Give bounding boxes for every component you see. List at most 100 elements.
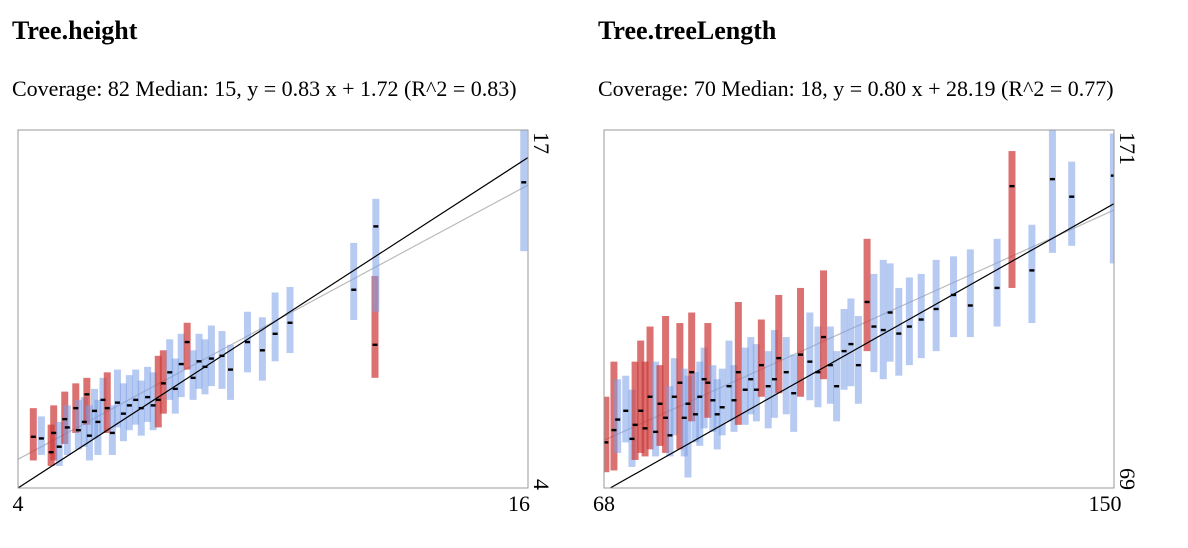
interval-bar-outside xyxy=(103,372,111,433)
interval-bar-outside xyxy=(688,312,696,422)
x-tick-label-max: 16 xyxy=(508,491,530,516)
data-point xyxy=(615,418,621,421)
interval-bar-inside xyxy=(286,286,294,354)
data-point xyxy=(155,398,161,402)
interval-bar-outside xyxy=(159,350,167,414)
interval-bar-outside xyxy=(662,316,670,453)
interval-bar-inside xyxy=(950,256,958,338)
interval-bar-inside xyxy=(847,298,855,387)
data-point xyxy=(178,362,184,366)
interval-bar-inside xyxy=(764,351,772,429)
interval-bar-inside xyxy=(108,405,116,455)
interval-bar-inside xyxy=(207,325,215,387)
interval-bar-inside xyxy=(725,340,733,422)
interval-bar-outside xyxy=(734,301,742,425)
data-point xyxy=(783,370,789,374)
interval-bar-outside xyxy=(656,365,664,446)
interval-bar-inside xyxy=(932,259,940,352)
data-point xyxy=(133,398,139,402)
data-point xyxy=(75,428,81,432)
data-point xyxy=(798,353,804,356)
interval-bar-outside xyxy=(863,238,871,352)
interval-bar-inside xyxy=(782,337,790,415)
data-point xyxy=(848,342,854,346)
interval-bar-outside xyxy=(610,361,618,471)
data-point xyxy=(1029,269,1035,272)
interval-bar-inside xyxy=(730,365,738,432)
data-point xyxy=(521,181,527,184)
interval-bar-inside xyxy=(752,344,760,422)
data-point xyxy=(202,365,208,369)
x-tick-label-min: 4 xyxy=(13,491,24,516)
chart-stats: Coverage: 82 Median: 15, y = 0.83 x + 1.… xyxy=(12,76,517,101)
data-point xyxy=(677,381,683,384)
data-point xyxy=(701,377,707,381)
data-point xyxy=(714,413,720,416)
data-point xyxy=(681,416,687,420)
interval-bar-outside xyxy=(676,323,684,450)
interval-bar-inside xyxy=(271,292,279,362)
data-point xyxy=(228,368,233,371)
data-point xyxy=(86,434,92,437)
data-point xyxy=(748,377,754,381)
interval-bar-inside xyxy=(372,198,380,312)
interval-bar-outside xyxy=(704,323,712,418)
data-point xyxy=(73,406,79,410)
identity-line xyxy=(608,203,1114,488)
interval-bar-inside xyxy=(870,273,878,373)
data-point xyxy=(896,332,902,335)
plot-frame xyxy=(603,129,1115,489)
data-point xyxy=(287,321,293,324)
data-point xyxy=(219,354,225,358)
data-point xyxy=(710,399,716,402)
data-point xyxy=(880,328,886,332)
interval-bar-inside xyxy=(144,366,152,422)
data-point xyxy=(84,393,90,396)
interval-bar-inside xyxy=(709,365,717,432)
data-point xyxy=(272,332,278,335)
interval-bar-outside xyxy=(757,319,765,397)
data-point xyxy=(629,437,635,441)
interval-bar-outside xyxy=(1008,151,1016,288)
data-point xyxy=(48,451,54,454)
interval-bar-inside xyxy=(806,312,814,401)
interval-bar-inside xyxy=(666,386,674,457)
interval-bar-outside xyxy=(183,322,191,370)
interval-bar-inside xyxy=(520,130,528,252)
data-point xyxy=(184,340,190,344)
data-point xyxy=(114,401,120,404)
data-point xyxy=(719,406,725,409)
interval-bar-inside xyxy=(37,416,45,455)
data-point xyxy=(663,416,669,420)
interval-bar-inside xyxy=(1048,130,1056,253)
data-point xyxy=(38,437,44,440)
interval-bar-inside xyxy=(166,339,174,400)
data-point xyxy=(100,398,106,402)
data-point xyxy=(104,406,110,410)
interval-bar-outside xyxy=(797,287,805,397)
interval-bar-inside xyxy=(74,399,82,450)
chart-panel-treelength: Tree.treeLength Coverage: 70 Median: 18,… xyxy=(593,0,1182,548)
y-tick-label-min: 69 xyxy=(1115,468,1140,490)
data-point xyxy=(653,430,659,434)
chart-panel-height: Tree.height Coverage: 82 Median: 15, y =… xyxy=(12,0,596,548)
y-tick-label-min: 4 xyxy=(529,479,554,490)
interval-bar-inside xyxy=(63,405,71,455)
interval-bar-inside xyxy=(1109,133,1114,264)
data-point xyxy=(918,318,924,321)
data-point xyxy=(689,370,695,374)
interval-bar-inside xyxy=(85,405,93,461)
data-point xyxy=(771,377,777,381)
interval-bar-inside xyxy=(680,368,688,457)
data-point xyxy=(1009,184,1015,188)
interval-bar-inside xyxy=(691,372,699,443)
data-point xyxy=(167,371,173,374)
identity-line xyxy=(18,157,528,488)
data-point xyxy=(657,402,663,405)
data-point xyxy=(109,431,115,435)
interval-bar-inside xyxy=(684,375,692,478)
data-point xyxy=(765,385,771,388)
data-point xyxy=(245,340,250,344)
data-point xyxy=(705,381,711,384)
